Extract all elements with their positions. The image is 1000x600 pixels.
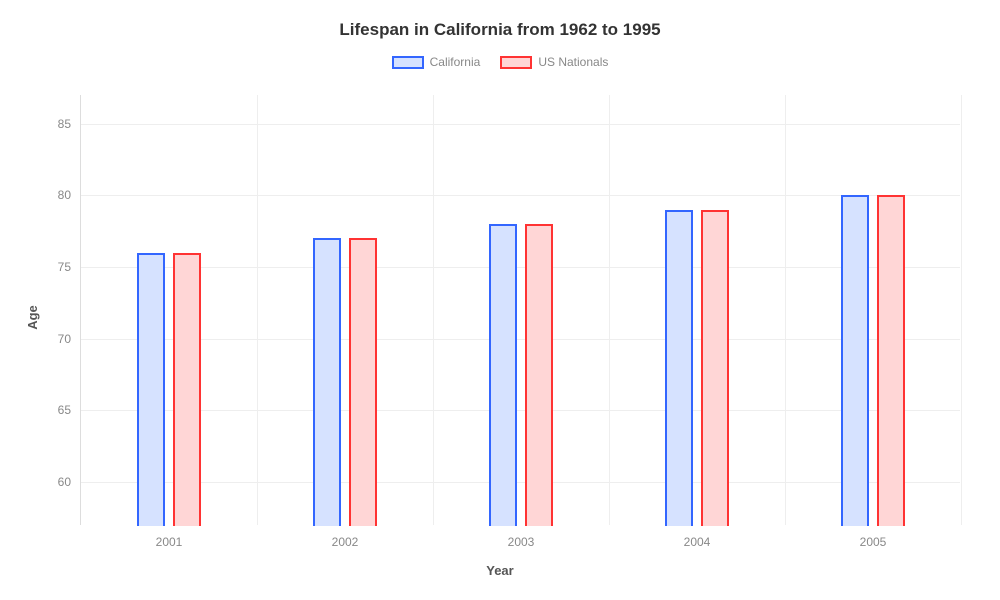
grid-line-v [785, 95, 786, 525]
y-tick-label: 65 [58, 403, 81, 417]
bar [841, 195, 869, 526]
x-tick-label: 2003 [508, 525, 535, 549]
legend-swatch-california [392, 56, 424, 69]
bar [349, 238, 377, 526]
y-tick-label: 75 [58, 260, 81, 274]
x-tick-label: 2001 [156, 525, 183, 549]
legend-label-california: California [430, 55, 481, 69]
grid-line-h [81, 410, 960, 411]
bar [525, 224, 553, 526]
y-tick-label: 60 [58, 475, 81, 489]
x-axis-label: Year [0, 563, 1000, 578]
grid-line-v [609, 95, 610, 525]
plot-area: 60657075808520012002200320042005 [80, 95, 960, 525]
grid-line-h [81, 124, 960, 125]
bar [137, 253, 165, 526]
grid-line-h [81, 267, 960, 268]
bar [665, 210, 693, 526]
grid-line-v [433, 95, 434, 525]
y-axis-label: Age [25, 305, 40, 330]
y-tick-label: 80 [58, 188, 81, 202]
bar [489, 224, 517, 526]
x-tick-label: 2004 [684, 525, 711, 549]
chart-title: Lifespan in California from 1962 to 1995 [0, 20, 1000, 40]
legend-swatch-usnationals [500, 56, 532, 69]
bar [313, 238, 341, 526]
y-tick-label: 70 [58, 332, 81, 346]
bar [701, 210, 729, 526]
chart-legend: California US Nationals [0, 55, 1000, 69]
grid-line-v [257, 95, 258, 525]
y-tick-label: 85 [58, 117, 81, 131]
legend-label-usnationals: US Nationals [538, 55, 608, 69]
x-tick-label: 2005 [860, 525, 887, 549]
x-tick-label: 2002 [332, 525, 359, 549]
chart-container: Lifespan in California from 1962 to 1995… [0, 0, 1000, 600]
legend-item-usnationals: US Nationals [500, 55, 608, 69]
grid-line-h [81, 482, 960, 483]
bar [173, 253, 201, 526]
grid-line-v [961, 95, 962, 525]
grid-line-h [81, 339, 960, 340]
bar [877, 195, 905, 526]
legend-item-california: California [392, 55, 481, 69]
grid-line-h [81, 195, 960, 196]
